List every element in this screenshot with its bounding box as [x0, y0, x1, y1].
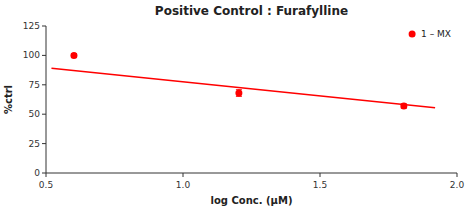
y-tick-label: 100 [23, 50, 40, 60]
y-tick [42, 26, 46, 27]
y-axis-line [46, 26, 47, 173]
y-axis-label: %ctrl [3, 85, 14, 114]
chart: Positive Control : Furafylline 0.5 1.0 1.5 2… [0, 0, 469, 209]
data-point [235, 90, 242, 97]
legend-label: 1 – MX [421, 29, 451, 39]
regression-line [51, 68, 435, 108]
x-tick-label: 0.5 [39, 180, 53, 190]
y-tick-label: 50 [29, 109, 41, 119]
title: Positive Control : Furafylline [155, 4, 348, 18]
x-axis-label: log Conc. (μM) [211, 195, 293, 206]
y-tick [42, 173, 46, 174]
x-tick [46, 173, 47, 177]
legend-swatch [409, 31, 416, 38]
error-bar [236, 90, 242, 97]
y-tick [42, 114, 46, 115]
x-tick [183, 173, 184, 177]
y-tick-label: 25 [29, 139, 40, 149]
data-point [70, 52, 77, 59]
y-tick-label: 0 [34, 168, 40, 178]
x-tick-label: 1.0 [176, 180, 191, 190]
y-tick [42, 84, 46, 85]
legend: 1 – MX [409, 29, 451, 39]
x-tick [457, 173, 458, 177]
y-tick [42, 143, 46, 144]
y-tick-label: 125 [23, 21, 40, 31]
x-tick-label: 1.5 [313, 180, 327, 190]
x-axis-line [46, 173, 457, 174]
y-tick [42, 55, 46, 56]
x-tick [320, 173, 321, 177]
y-tick-label: 75 [29, 80, 40, 90]
x-tick-label: 2.0 [450, 180, 465, 190]
plot-area [51, 52, 435, 110]
data-point [400, 102, 407, 109]
